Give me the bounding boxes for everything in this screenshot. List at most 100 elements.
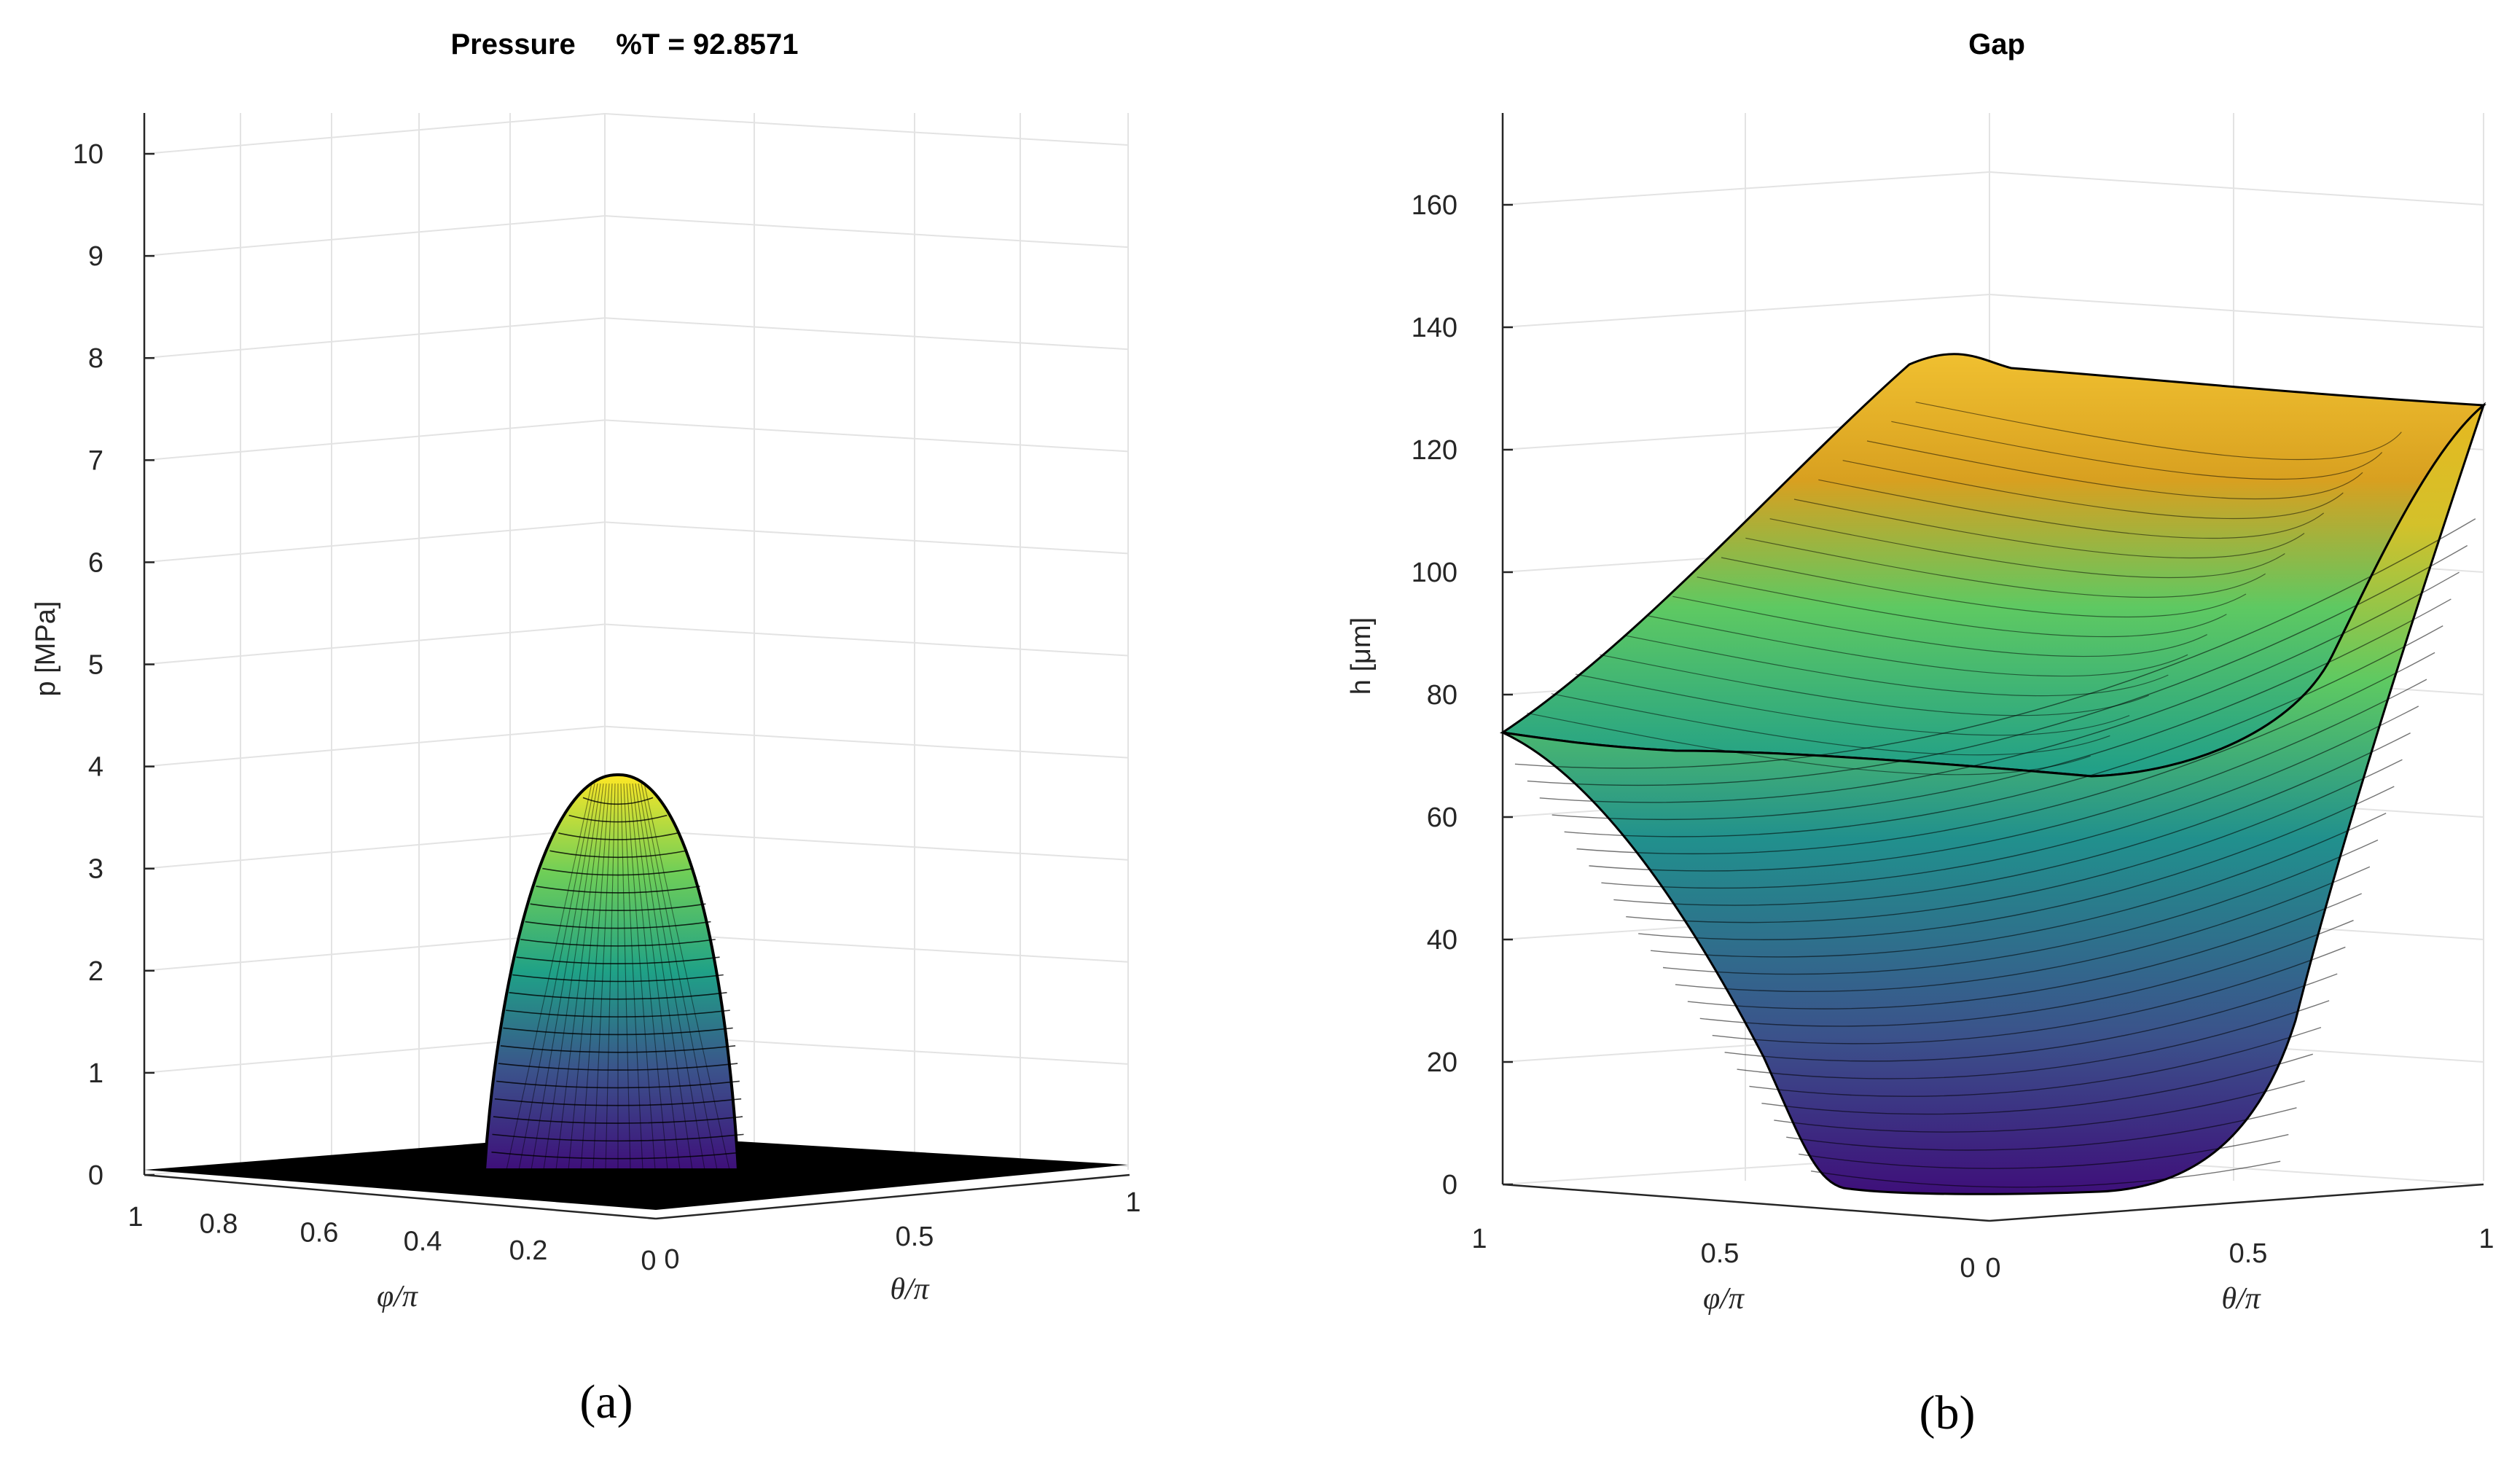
panel-a-mesh-line: [506, 783, 592, 1171]
panel-a-mesh-line: [643, 783, 730, 1171]
panel-b-mesh-line: [1774, 1080, 2305, 1133]
panel-a-mesh-line: [632, 783, 681, 1171]
panel-a-mesh-line: [620, 783, 631, 1171]
panel-b-mesh-line: [1749, 1026, 2322, 1097]
panel-b-gap-surface: [1499, 353, 2486, 1195]
panel-b-surface-mesh: [1514, 402, 2476, 1188]
panel-b-z-label: h [μm]: [1346, 617, 1377, 695]
panel-b-mesh-line: [1613, 732, 2411, 906]
panel-b-mesh-line: [1810, 1160, 2281, 1188]
panel-a-gridline: [144, 623, 606, 665]
panel-a-z-tick-label: 0: [88, 1160, 103, 1191]
panel-a-mesh-line: [518, 783, 595, 1171]
panel-a-z-tick-label: 1: [88, 1058, 103, 1089]
panel-a-mesh-line: [580, 783, 610, 1171]
panel-a-mesh-line: [605, 783, 616, 1171]
panel-a-theta-ticks: 00.51: [664, 1187, 1140, 1275]
panel-b-z-tick-label: 120: [1412, 435, 1457, 466]
panel-a-gridline: [604, 521, 1129, 555]
panel-a-mesh-line: [512, 974, 724, 983]
panel-a-mesh-line: [623, 783, 643, 1171]
panel-b-mesh-line: [1551, 693, 2110, 756]
panel-b-z-tick-label: 60: [1427, 802, 1457, 833]
panel-b-z-tick-label: 100: [1412, 558, 1457, 588]
panel-b-mesh-line: [1626, 759, 2403, 923]
panel-b-mesh-line: [1915, 402, 2402, 461]
panel-a-gridline: [604, 419, 1129, 453]
panel-a-theta-label: θ/π: [890, 1273, 929, 1306]
panel-a-label: (a): [579, 1375, 633, 1429]
panel-b-z-ticks: 0 20 40 60 80 100 120 140 160: [1412, 190, 1513, 1200]
panel-a-mesh-line: [494, 1098, 742, 1106]
panel-a-phi-axis: [144, 1173, 657, 1220]
panel-b-mesh-line: [1799, 1133, 2289, 1169]
panel-a-base-plane: [144, 1133, 1128, 1210]
panel-b-mesh-line: [1699, 920, 2354, 1027]
panel-a-gridline: [144, 827, 606, 870]
panel-a-mesh-line: [498, 1063, 738, 1071]
panel-a-phi-tick-label: 0.4: [404, 1227, 442, 1257]
panel-b-mesh-line: [1737, 1000, 2330, 1079]
panel-a-mesh-line: [531, 783, 598, 1171]
panel-a-z-tick-label: 8: [88, 343, 103, 374]
panel-a-mesh-line: [506, 1009, 730, 1017]
panel-a-gridline: [604, 113, 1129, 147]
panel-b-mesh-line: [1786, 1107, 2297, 1151]
panel-a-z-ticks: 0 1 2 3 4 5 6 7 8 9 10: [73, 139, 154, 1191]
panel-b-phi-tick-label: 1: [1471, 1224, 1487, 1254]
panel-b-theta-label: θ/π: [2221, 1282, 2261, 1316]
panel-a-mesh-line: [496, 1080, 740, 1089]
panel-a-mesh-line: [516, 956, 720, 964]
panel-b-mesh-line: [1564, 625, 2443, 837]
panel-b-mesh-line: [1866, 440, 2363, 500]
panel-a-gridline: [144, 521, 606, 563]
panel-b-mesh-line: [1539, 571, 2460, 803]
panel-a-mesh-line: [629, 783, 668, 1171]
panel-b-mesh-line: [1761, 1053, 2313, 1115]
panel-b-z-tick-label: 160: [1412, 190, 1457, 221]
panel-b-mesh-line: [1624, 635, 2169, 697]
panel-a-mesh-line: [558, 832, 678, 840]
panel-b-mesh-line: [1651, 813, 2387, 958]
panel-b-theta-ticks: 0 0.5 1: [1985, 1224, 2494, 1284]
panel-a-mesh-line: [555, 783, 604, 1171]
panel-b-phi-tick-label: 0.5: [1701, 1238, 1740, 1269]
panel-a-mesh-line: [503, 1027, 733, 1036]
panel-a-phi-tick-label: 0.6: [300, 1217, 339, 1248]
panel-a-mesh-line: [582, 797, 654, 805]
panel-b-mesh-line: [1601, 706, 2419, 889]
panel-a-mesh-line: [536, 886, 700, 894]
panel-a-z-tick-label: 5: [88, 650, 103, 681]
panel-b-mesh-line: [1769, 518, 2285, 579]
panel-b-mesh-line: [1527, 712, 2091, 776]
panel-a-phi-tick-label: 1: [128, 1202, 143, 1233]
panel-a-z-tick-label: 10: [73, 139, 103, 170]
panel-a-mesh-line: [549, 850, 686, 859]
panel-b-mesh-line: [1575, 673, 2130, 736]
panel-a-peak-mesh: [491, 783, 745, 1171]
panel-a-phi-label: φ/π: [377, 1280, 418, 1313]
panel-b-z-tick-label: 140: [1412, 313, 1457, 343]
panel-b-label: (b): [1920, 1386, 1976, 1440]
panel-a-gridline: [604, 317, 1129, 351]
panel-a-phi-tick-label: 0: [641, 1246, 656, 1276]
panel-a-phi-tick-label: 0.8: [200, 1209, 238, 1240]
panel-b-z-tick-label: 80: [1427, 680, 1457, 711]
panel-a-theta-axis: [655, 1173, 1130, 1220]
panel-b-mesh-line: [1724, 973, 2338, 1062]
panel-a-mesh-line: [525, 921, 711, 929]
panel-a-z-tick-label: 2: [88, 956, 103, 987]
panel-b-mesh-line: [1687, 893, 2362, 1009]
panel-a-z-tick-label: 4: [88, 752, 103, 783]
panel-b-mesh-line: [1638, 786, 2395, 940]
panel-a-mesh-line: [520, 939, 716, 947]
panel-a-title: Pressure %T = 92.8571: [451, 28, 799, 60]
panel-b-mesh-line: [1662, 839, 2379, 975]
panel-b-mesh-line: [1697, 577, 2227, 638]
panel-b-mesh-line: [1721, 557, 2247, 618]
panel-b-title: Gap: [1968, 28, 2025, 60]
panel-b-z-tick-label: 20: [1427, 1047, 1457, 1078]
